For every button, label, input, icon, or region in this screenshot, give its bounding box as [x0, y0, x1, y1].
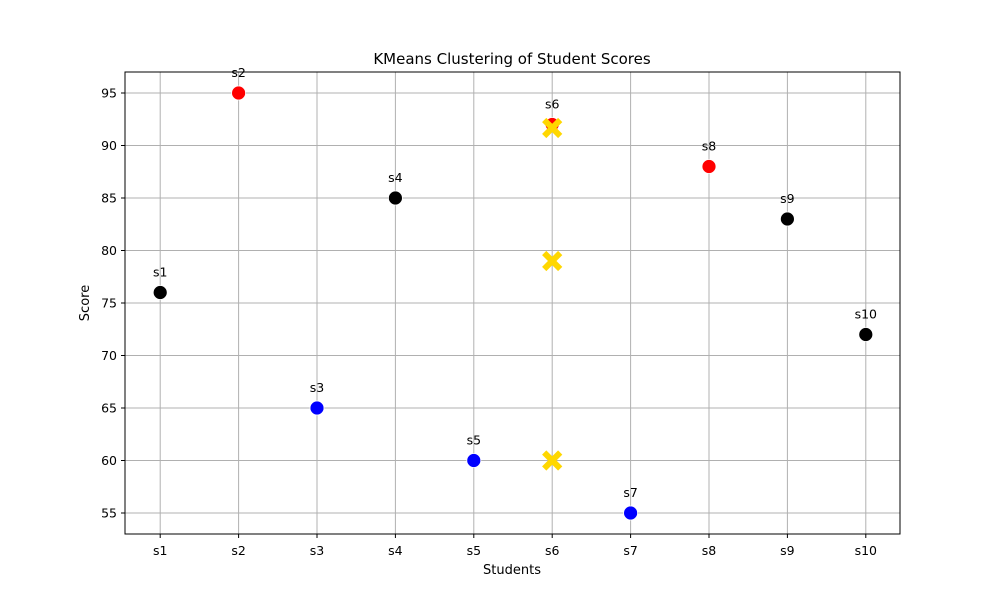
x-tick-label: s2	[231, 543, 245, 558]
x-tick-label: s3	[310, 543, 324, 558]
point-label-s5: s5	[467, 433, 481, 448]
y-tick-label: 80	[101, 243, 117, 258]
data-point-s1	[152, 285, 168, 300]
point-label-s2: s2	[231, 65, 245, 80]
grid-lines	[125, 72, 900, 534]
y-tick-label: 65	[101, 401, 117, 416]
chart-title: KMeans Clustering of Student Scores	[373, 50, 651, 68]
y-tick-label: 55	[101, 506, 117, 521]
point-label-s8: s8	[702, 139, 717, 154]
y-axis-label: Score	[78, 285, 93, 321]
y-tick-label: 90	[101, 138, 117, 153]
x-tick-label: s9	[780, 543, 795, 558]
point-label-s9: s9	[780, 191, 795, 206]
centroid-marker-3	[542, 450, 563, 471]
data-point-s4	[387, 190, 403, 206]
x-tick-label: s4	[388, 543, 403, 558]
data-point-s5	[466, 453, 482, 468]
x-tick-label: s1	[153, 543, 167, 558]
point-label-s4: s4	[388, 170, 403, 185]
point-label-s7: s7	[623, 485, 637, 500]
x-tick-label: s10	[855, 543, 877, 558]
axis-ticks: s1 s2 s3 s4 s5 s6 s7 s8 s9 s10 55 60 65 70 75 80 85 90 95	[101, 86, 877, 559]
y-tick-label: 75	[101, 296, 117, 311]
y-tick-label: 60	[101, 453, 117, 468]
point-label-s3: s3	[310, 380, 324, 395]
point-label-s1: s1	[153, 265, 167, 280]
x-axis-label: Students	[483, 563, 541, 578]
y-tick-label: 85	[101, 191, 117, 206]
y-tick-label: 70	[101, 348, 117, 363]
data-point-s9	[780, 211, 795, 227]
data-point-s10	[858, 327, 874, 342]
centroid-markers	[542, 117, 563, 471]
x-tick-label: s5	[467, 543, 481, 558]
centroid-marker-2	[542, 250, 563, 272]
x-tick-label: s8	[702, 543, 717, 558]
y-tick-label: 95	[101, 86, 117, 101]
data-point-s7	[623, 505, 638, 521]
data-point-s8	[701, 159, 717, 174]
x-tick-label: s7	[623, 543, 637, 558]
x-tick-label: s6	[545, 543, 560, 558]
data-point-s3	[309, 400, 325, 416]
data-point-s2	[231, 85, 247, 101]
centroid-marker-1	[542, 117, 563, 139]
point-labels: s1 s2 s3 s4 s5 s6 s7 s8 s9 s10	[153, 65, 877, 500]
point-label-s6: s6	[545, 97, 560, 112]
plot-frame	[124, 71, 901, 535]
point-label-s10: s10	[855, 307, 877, 322]
